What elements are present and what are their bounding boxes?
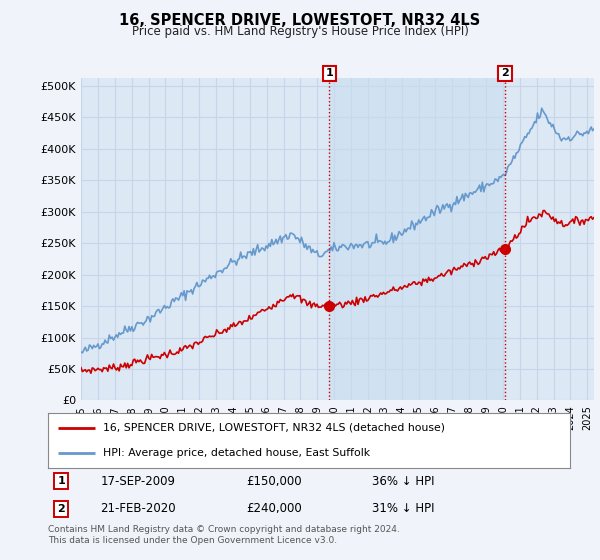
Text: 21-FEB-2020: 21-FEB-2020 bbox=[100, 502, 176, 515]
Text: 1: 1 bbox=[325, 68, 333, 78]
Text: 16, SPENCER DRIVE, LOWESTOFT, NR32 4LS: 16, SPENCER DRIVE, LOWESTOFT, NR32 4LS bbox=[119, 13, 481, 29]
Text: Price paid vs. HM Land Registry's House Price Index (HPI): Price paid vs. HM Land Registry's House … bbox=[131, 25, 469, 38]
Text: 2: 2 bbox=[501, 68, 509, 78]
Text: 1: 1 bbox=[58, 476, 65, 486]
Text: 16, SPENCER DRIVE, LOWESTOFT, NR32 4LS (detached house): 16, SPENCER DRIVE, LOWESTOFT, NR32 4LS (… bbox=[103, 423, 445, 432]
Text: 2: 2 bbox=[58, 504, 65, 514]
Text: 31% ↓ HPI: 31% ↓ HPI bbox=[371, 502, 434, 515]
Text: HPI: Average price, detached house, East Suffolk: HPI: Average price, detached house, East… bbox=[103, 448, 370, 458]
Text: 17-SEP-2009: 17-SEP-2009 bbox=[100, 475, 175, 488]
Text: £150,000: £150,000 bbox=[247, 475, 302, 488]
Text: Contains HM Land Registry data © Crown copyright and database right 2024.
This d: Contains HM Land Registry data © Crown c… bbox=[48, 525, 400, 545]
Text: 36% ↓ HPI: 36% ↓ HPI bbox=[371, 475, 434, 488]
Text: £240,000: £240,000 bbox=[247, 502, 302, 515]
Bar bbox=[329, 78, 505, 400]
